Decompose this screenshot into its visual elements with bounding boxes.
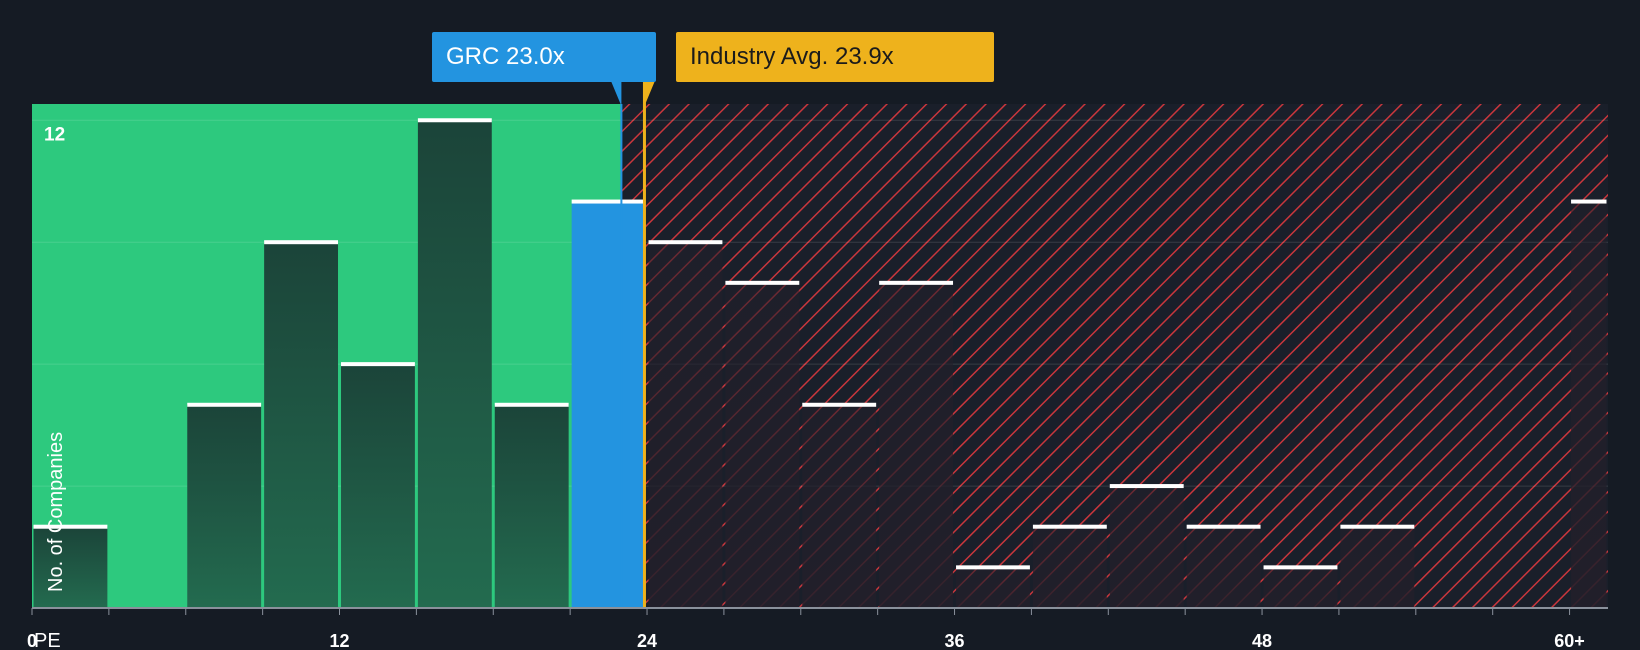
histogram-bar	[1186, 526, 1261, 608]
company-pe-callout: GRC 23.0x	[432, 32, 656, 82]
histogram-bar	[956, 567, 1030, 608]
histogram-bar	[1263, 567, 1338, 608]
bar-top-cap	[571, 199, 646, 204]
histogram-bar	[725, 282, 800, 608]
industry-average-callout: Industry Avg. 23.9x	[676, 32, 994, 82]
x-tick-label: 12	[329, 631, 349, 650]
bar-top-cap	[802, 402, 877, 407]
bar-top-cap	[1263, 565, 1338, 570]
histogram-bar	[1032, 526, 1107, 608]
histogram-bars	[33, 118, 1607, 609]
histogram-bar	[648, 242, 723, 608]
histogram-bar	[187, 404, 262, 608]
bar-top-cap	[956, 565, 1030, 570]
pe-markers	[611, 82, 655, 608]
x-tick-label: 60+	[1554, 631, 1585, 650]
bar-top-cap	[33, 524, 108, 529]
histogram-bar	[341, 364, 415, 608]
histogram-bar	[879, 282, 954, 608]
bar-top-cap	[1186, 524, 1261, 529]
histogram-bar	[33, 526, 108, 608]
x-tick-label: 48	[1252, 631, 1272, 650]
bar-top-cap	[341, 362, 415, 367]
x-tick-label: 0	[27, 631, 37, 650]
x-tick-label: 36	[945, 631, 965, 650]
histogram-bar	[802, 404, 877, 608]
industry-callout-pointer	[644, 82, 655, 106]
bar-top-cap	[417, 118, 492, 123]
bar-top-cap	[187, 402, 262, 407]
x-tick-label: 24	[637, 631, 657, 650]
y-tick-label: 12	[44, 124, 65, 145]
x-axis-title: PE	[34, 630, 61, 650]
bar-top-cap	[1032, 524, 1107, 529]
histogram-bar	[1109, 486, 1184, 608]
histogram-bar	[264, 242, 339, 608]
company-callout-pointer	[611, 82, 622, 106]
histogram-bar	[417, 120, 492, 609]
histogram-bar	[494, 404, 569, 608]
bar-top-cap	[648, 240, 723, 245]
histogram-bar	[1571, 201, 1607, 608]
bar-top-cap	[1109, 484, 1184, 489]
x-axis: 0 12 24 36 48 60+ 12	[27, 124, 1608, 650]
y-axis-title: No. of Companies	[45, 432, 67, 592]
bar-top-cap	[1340, 524, 1415, 529]
bar-top-cap	[264, 240, 339, 245]
bar-top-cap	[725, 280, 800, 285]
histogram-bar	[1340, 526, 1415, 608]
bar-top-cap	[1571, 199, 1607, 204]
histogram-bar	[571, 201, 646, 608]
bar-top-cap	[494, 402, 569, 407]
bar-top-cap	[879, 280, 954, 285]
